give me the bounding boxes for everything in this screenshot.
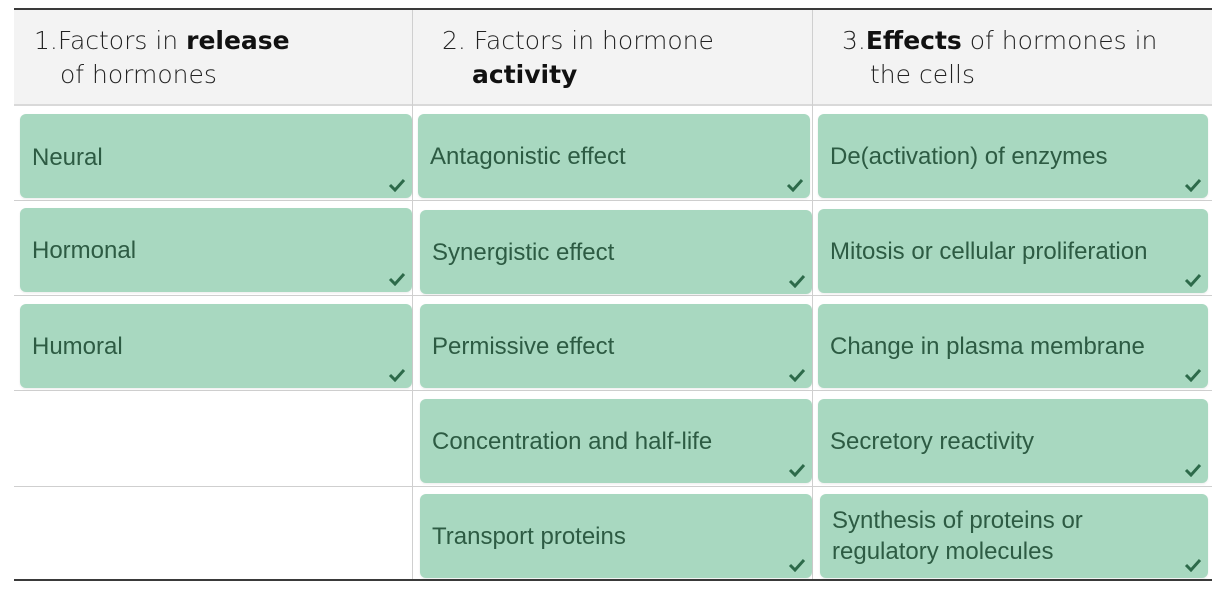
column-divider bbox=[412, 10, 413, 579]
row-divider bbox=[14, 200, 1212, 201]
column-header-effects: 3.Effects of hormones in the cells bbox=[842, 24, 1202, 92]
checkmark-icon bbox=[788, 274, 806, 288]
card-label: Permissive effect bbox=[432, 332, 615, 360]
answer-card[interactable]: Synergistic effect bbox=[420, 210, 812, 294]
header-emphasis: release bbox=[186, 26, 290, 55]
row-divider bbox=[14, 295, 1212, 296]
checkmark-icon bbox=[788, 368, 806, 382]
header-emphasis: Effects bbox=[865, 26, 962, 55]
card-label: Mitosis or cellular proliferation bbox=[830, 237, 1148, 265]
answer-card[interactable]: Humoral bbox=[20, 304, 412, 388]
card-label: Secretory reactivity bbox=[830, 427, 1035, 455]
header-divider bbox=[14, 104, 1212, 106]
card-label: Transport proteins bbox=[432, 522, 626, 550]
row-divider bbox=[14, 390, 1212, 391]
row-divider bbox=[14, 486, 1212, 487]
checkmark-icon bbox=[1184, 463, 1202, 477]
column-number: 2. bbox=[442, 26, 466, 55]
header-text: Factors in hormone bbox=[473, 26, 714, 55]
answer-card[interactable]: Hormonal bbox=[20, 208, 412, 292]
checkmark-icon bbox=[1184, 558, 1202, 572]
answer-card[interactable]: Mitosis or cellular proliferation bbox=[818, 209, 1208, 293]
answer-card[interactable]: Concentration and half-life bbox=[420, 399, 812, 483]
answer-card[interactable]: Synthesis of proteins or regulatory mole… bbox=[820, 494, 1208, 578]
column-header-activity: 2. Factors in hormone activity bbox=[442, 24, 802, 92]
card-label: Synergistic effect bbox=[432, 238, 615, 266]
header-line-2: of hormones bbox=[60, 60, 217, 89]
answer-card[interactable]: De(activation) of enzymes bbox=[818, 114, 1208, 198]
classification-table: 1.Factors in release of hormones 2. Fact… bbox=[14, 8, 1212, 581]
answer-card[interactable]: Antagonistic effect bbox=[418, 114, 810, 198]
card-label: Humoral bbox=[32, 332, 123, 360]
checkmark-icon bbox=[786, 178, 804, 192]
card-label: Antagonistic effect bbox=[430, 142, 626, 170]
header-text: of hormones in bbox=[961, 26, 1158, 55]
column-number: 3. bbox=[842, 26, 866, 55]
checkmark-icon bbox=[1184, 368, 1202, 382]
column-header-release: 1.Factors in release of hormones bbox=[34, 24, 404, 92]
card-label: Neural bbox=[32, 143, 103, 171]
card-label: Synthesis of proteins or regulatory mole… bbox=[832, 507, 1083, 565]
answer-card[interactable]: Secretory reactivity bbox=[818, 399, 1208, 483]
card-label: Hormonal bbox=[32, 236, 137, 264]
answer-card[interactable]: Permissive effect bbox=[420, 304, 812, 388]
checkmark-icon bbox=[788, 558, 806, 572]
checkmark-icon bbox=[388, 368, 406, 382]
header-text: Factors in bbox=[57, 26, 187, 55]
answer-card[interactable]: Transport proteins bbox=[420, 494, 812, 578]
column-divider bbox=[812, 10, 813, 579]
card-label: De(activation) of enzymes bbox=[830, 142, 1108, 170]
checkmark-icon bbox=[388, 178, 406, 192]
checkmark-icon bbox=[1184, 178, 1202, 192]
checkmark-icon bbox=[1184, 273, 1202, 287]
checkmark-icon bbox=[788, 463, 806, 477]
header-emphasis: activity bbox=[472, 60, 578, 89]
header-row bbox=[14, 10, 1212, 104]
answer-card[interactable]: Neural bbox=[20, 114, 412, 198]
card-label: Change in plasma membrane bbox=[830, 332, 1145, 360]
checkmark-icon bbox=[388, 272, 406, 286]
card-label: Concentration and half-life bbox=[432, 427, 713, 455]
header-line-2: the cells bbox=[870, 60, 976, 89]
answer-card[interactable]: Change in plasma membrane bbox=[818, 304, 1208, 388]
column-number: 1. bbox=[34, 26, 58, 55]
